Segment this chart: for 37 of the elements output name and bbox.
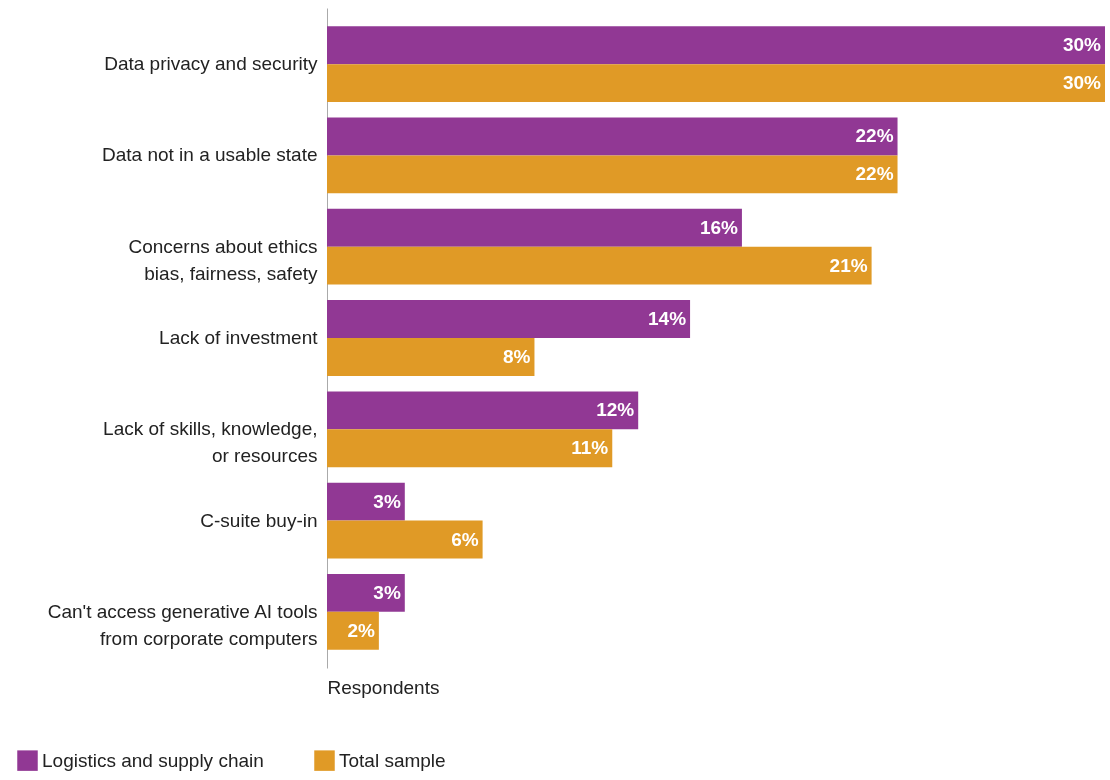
data-label: 16% — [699, 216, 739, 238]
bar — [327, 429, 613, 468]
legend-label: Total sample — [339, 749, 446, 771]
bar — [327, 64, 1105, 103]
bar — [327, 26, 1105, 65]
data-label: 12% — [596, 399, 635, 421]
data-label: 3% — [373, 581, 401, 603]
data-label: 30% — [1062, 34, 1102, 56]
bar — [327, 300, 691, 338]
y-tick-label: Lack of investment — [159, 327, 319, 348]
bar — [327, 391, 639, 430]
data-label: 22% — [855, 125, 894, 147]
data-label: 14% — [648, 308, 687, 330]
data-label: 30% — [1062, 72, 1102, 94]
bar — [327, 155, 898, 194]
x-axis-title: Respondents — [327, 676, 440, 698]
data-label: 21% — [829, 254, 868, 276]
data-label: 3% — [373, 490, 401, 512]
y-tick-label: Data not in a usable state — [102, 144, 318, 166]
y-tick-label: Lack of skills, knowledge, or resources — [103, 418, 318, 467]
data-label: 22% — [855, 163, 894, 185]
bar — [327, 338, 535, 376]
y-tick-label: Can't access generative AI tools from corporate computers — [47, 600, 318, 649]
bar — [327, 208, 742, 247]
bar — [327, 520, 483, 559]
y-tick-label: Data privacy and security — [104, 53, 318, 75]
legend-label: Logistics and supply chain — [42, 749, 264, 771]
bar — [327, 246, 872, 285]
y-tick-label: C-suite buy-in — [200, 509, 318, 531]
bar — [327, 117, 898, 156]
data-label: 2% — [347, 619, 375, 641]
bar — [327, 482, 405, 521]
bar — [327, 573, 405, 612]
data-label: 8% — [503, 345, 531, 367]
data-label: 11% — [571, 437, 609, 459]
y-tick-label: Concerns about ethics bias, fairness, safety — [128, 235, 318, 284]
data-label: 6% — [451, 528, 479, 550]
